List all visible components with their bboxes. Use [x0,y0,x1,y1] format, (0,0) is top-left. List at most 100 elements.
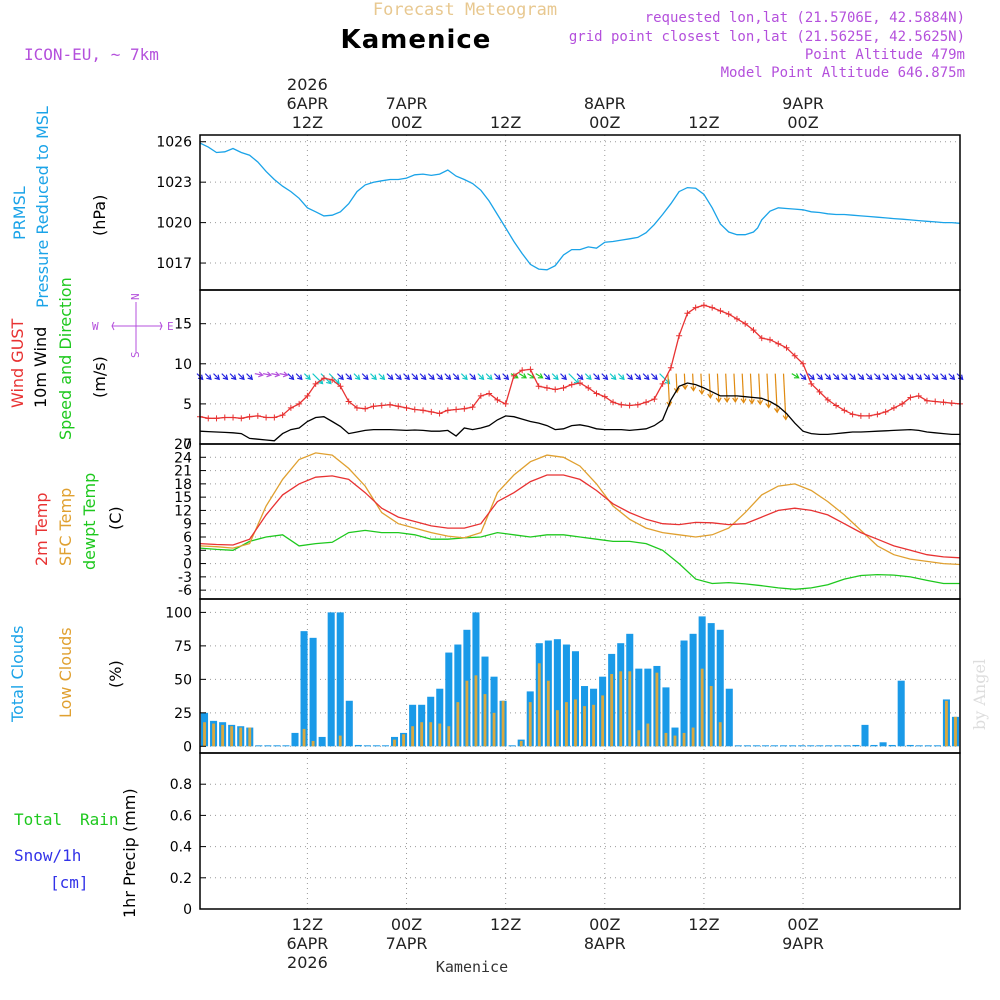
label-rain: Rain [80,810,119,829]
total-cloud-bar [807,745,815,747]
wind-barb [328,373,340,384]
cloud-labels: Total Clouds Low Clouds (%) [8,626,125,724]
wind-barb [865,373,873,380]
total-cloud-bar [354,744,362,747]
total-cloud-bar [300,631,308,747]
y-tick-label: -6 [178,583,192,599]
low-cloud-bar [592,704,595,747]
gust-marker [428,408,435,415]
label-celsius: (C) [106,506,125,530]
top-axis-label: 00Z [589,113,620,132]
gust-marker [263,414,270,421]
wind-barb-head [681,384,688,391]
wind-barb [337,373,344,380]
wind-barb [551,373,559,380]
wind-barb [469,373,476,380]
wind-barb-head [652,374,658,381]
wind-barb [931,373,939,380]
gust-marker [568,381,575,388]
wind-barb [411,373,418,380]
gust-marker [874,411,881,418]
label-percent: (%) [106,660,125,688]
total-cloud-bar [644,668,652,747]
gust-marker [312,380,319,387]
gust-marker [461,405,468,412]
gust-marker [767,336,773,343]
wind-barb-head [305,374,311,381]
wind-barb [370,373,377,380]
gust-marker [667,364,674,371]
total-cloud-bar [427,696,435,747]
y-tick-label: 3 [183,543,192,559]
low-cloud-bar [501,700,505,747]
wind-barb-head [338,374,344,381]
low-cloud-bar [555,710,559,747]
total-cloud-bar [879,742,887,747]
total-cloud-bar [327,612,335,747]
gust-marker [486,390,493,397]
gust-marker [758,335,765,342]
low-cloud-bar [393,739,396,747]
wind-barb-head [521,373,528,379]
wind-barb [733,373,736,402]
wind-barb-head [715,397,722,403]
wind-barb [716,373,720,402]
wind-barb-head [949,374,956,381]
wind-barb [832,373,840,380]
wind-barb-head [445,374,452,381]
wind-barb [460,373,468,380]
wind-barb-head [553,374,559,381]
bottom-axis-label: 6APR [286,934,328,953]
top-axis-label: 00Z [391,113,422,132]
wind-barb [725,373,728,402]
wind-barb [477,373,484,380]
top-axis-label: 12Z [292,113,323,132]
low-cloud-bar [637,730,641,747]
wind-barb-head [740,398,747,404]
gust-marker [552,386,559,393]
wind-barb [807,373,815,380]
compass-rose: N S W E [92,293,174,358]
low-cloud-bar [338,735,342,747]
gust-marker [527,366,534,373]
low-cloud-bar [691,727,695,747]
gust-marker [684,310,691,317]
total-cloud-bar [897,680,905,747]
total-cloud-bar [635,668,643,747]
wind-barb [741,373,745,403]
wind-barb-head [317,378,324,385]
wind-barb-head [561,374,567,381]
wind-barb-head [354,374,361,381]
total-cloud-bar [571,651,579,747]
gust-marker [577,380,583,387]
wind-barb-head [214,374,220,381]
wind-barb-head [379,374,386,381]
total-cloud-bar [716,629,724,747]
wind-barb [229,373,237,380]
wind-barb-head [825,374,832,381]
y-tick-label: 9 [183,517,192,533]
header-model-altitude: Model Point Altitude 646.875m [721,65,965,81]
gust-marker [882,408,889,415]
wind-barb-head [941,374,947,381]
gust-marker [477,392,484,399]
wind-barb-head [495,374,501,381]
gust-marker [907,394,914,401]
wind-barb-head [478,374,485,381]
total-cloud-bar [906,744,914,747]
gust-marker [618,401,625,408]
low-cloud-bar [311,740,315,747]
wind-barb-head [644,374,650,381]
gust-marker [593,390,600,397]
header-point-altitude: Point Altitude 479m [805,47,965,63]
watermark: by Angel [970,659,989,730]
y-tick-label: 0 [183,902,192,918]
wind-barb [493,373,501,380]
label-ms: (m/s) [90,356,109,398]
total-cloud-bar [743,745,751,747]
low-cloud-bar [954,716,957,747]
wind-barb [345,373,352,380]
label-prmsl: PRMSL [10,186,29,240]
total-cloud-bar [861,724,869,747]
gust-marker [420,407,427,414]
